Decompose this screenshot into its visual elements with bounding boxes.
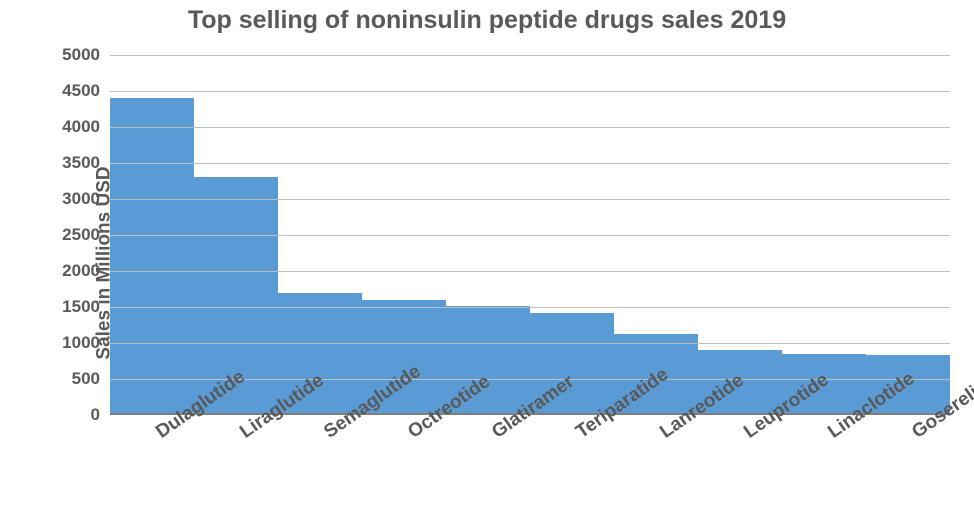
x-tick-label: Lanreotide xyxy=(656,425,669,444)
y-tick-label: 4000 xyxy=(62,117,110,137)
x-tick-label: Goserelin xyxy=(908,425,921,444)
y-tick-label: 3000 xyxy=(62,189,110,209)
chart-title: Top selling of noninsulin peptide drugs … xyxy=(0,6,974,35)
x-tick-label: Octreotide xyxy=(404,425,417,444)
x-tick-label: Dulaglutide xyxy=(152,425,165,444)
y-tick-label: 0 xyxy=(91,405,110,425)
bar xyxy=(110,98,194,415)
grid-line xyxy=(110,199,950,200)
x-tick-label: Leuprotide xyxy=(740,425,753,444)
chart-container: Top selling of noninsulin peptide drugs … xyxy=(0,0,974,526)
y-tick-label: 500 xyxy=(72,369,110,389)
plot-area: 0500100015002000250030003500400045005000 xyxy=(110,55,950,415)
y-tick-label: 2500 xyxy=(62,225,110,245)
grid-line xyxy=(110,235,950,236)
x-tick-label: Glatiramer xyxy=(488,425,501,444)
grid-line xyxy=(110,163,950,164)
grid-line xyxy=(110,91,950,92)
y-tick-label: 2000 xyxy=(62,261,110,281)
grid-line xyxy=(110,307,950,308)
grid-line xyxy=(110,55,950,56)
grid-line xyxy=(110,127,950,128)
x-tick-label: Semaglutide xyxy=(320,425,333,444)
y-tick-label: 1500 xyxy=(62,297,110,317)
grid-line xyxy=(110,271,950,272)
grid-line xyxy=(110,343,950,344)
x-tick-label: Linaclotide xyxy=(824,425,837,444)
x-tick-label: Teriparatide xyxy=(572,425,585,444)
y-tick-label: 1000 xyxy=(62,333,110,353)
x-tick-label: Liraglutide xyxy=(236,425,249,444)
y-tick-label: 5000 xyxy=(62,45,110,65)
x-axis-labels: Dulaglutide Liraglutide Semaglutide Octreot… xyxy=(110,415,950,525)
y-tick-label: 3500 xyxy=(62,153,110,173)
y-tick-label: 4500 xyxy=(62,81,110,101)
